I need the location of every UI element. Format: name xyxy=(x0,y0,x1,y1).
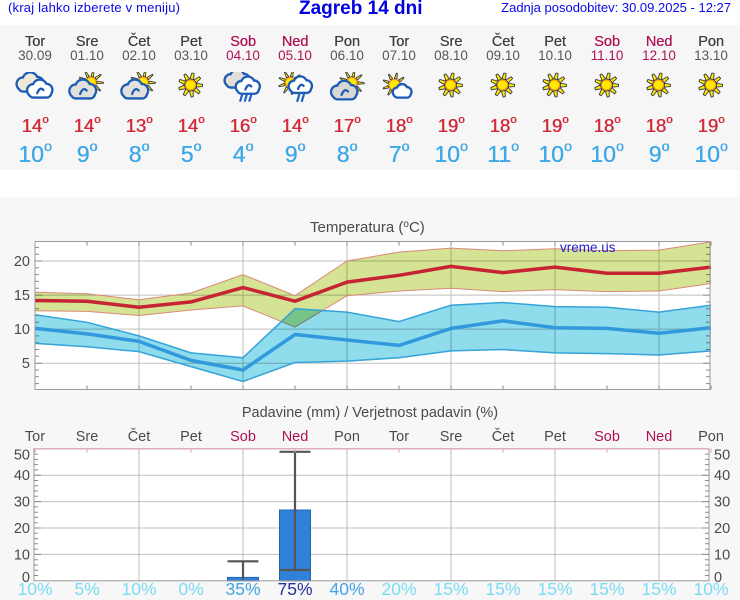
svg-text:15%: 15% xyxy=(537,579,572,599)
svg-text:10: 10 xyxy=(714,547,730,563)
svg-text:Padavine (mm) / Verjetnost pad: Padavine (mm) / Verjetnost padavin (%) xyxy=(242,405,498,421)
svg-text:35%: 35% xyxy=(225,579,260,599)
svg-text:10%: 10% xyxy=(17,579,52,599)
svg-text:20: 20 xyxy=(714,521,730,537)
svg-text:5: 5 xyxy=(22,356,30,372)
svg-text:15: 15 xyxy=(14,288,30,304)
svg-text:30: 30 xyxy=(14,495,30,511)
svg-text:15%: 15% xyxy=(589,579,624,599)
svg-text:50: 50 xyxy=(714,447,730,463)
svg-text:20: 20 xyxy=(14,521,30,537)
svg-text:30: 30 xyxy=(714,495,730,511)
svg-text:Sre: Sre xyxy=(76,429,99,445)
svg-text:50: 50 xyxy=(14,447,30,463)
svg-text:Tor: Tor xyxy=(25,429,45,445)
svg-text:Sob: Sob xyxy=(230,429,256,445)
svg-text:Čet: Čet xyxy=(492,428,515,445)
svg-text:15%: 15% xyxy=(433,579,468,599)
svg-text:Pon: Pon xyxy=(698,429,724,445)
svg-text:Pet: Pet xyxy=(180,429,202,445)
svg-text:Pon: Pon xyxy=(334,429,360,445)
svg-text:vreme.us: vreme.us xyxy=(560,240,616,255)
svg-text:40: 40 xyxy=(14,468,30,484)
svg-text:40%: 40% xyxy=(329,579,364,599)
svg-text:20%: 20% xyxy=(381,579,416,599)
svg-text:10: 10 xyxy=(14,322,30,338)
svg-text:40: 40 xyxy=(714,468,730,484)
svg-text:20: 20 xyxy=(14,254,30,270)
svg-text:Sob: Sob xyxy=(594,429,620,445)
svg-text:Ned: Ned xyxy=(282,429,309,445)
svg-text:0: 0 xyxy=(22,570,30,586)
svg-text:0: 0 xyxy=(714,570,722,586)
svg-text:15%: 15% xyxy=(641,579,676,599)
svg-text:0%: 0% xyxy=(178,579,203,599)
svg-text:Sre: Sre xyxy=(440,429,463,445)
svg-text:Čet: Čet xyxy=(128,428,151,445)
svg-text:Temperatura (oC): Temperatura (oC) xyxy=(310,219,425,236)
svg-text:10%: 10% xyxy=(693,579,728,599)
svg-text:10%: 10% xyxy=(121,579,156,599)
svg-text:10: 10 xyxy=(14,547,30,563)
svg-text:75%: 75% xyxy=(277,579,312,599)
svg-text:Ned: Ned xyxy=(646,429,673,445)
svg-text:Tor: Tor xyxy=(389,429,409,445)
svg-text:Pet: Pet xyxy=(544,429,566,445)
svg-text:5%: 5% xyxy=(74,579,99,599)
svg-text:15%: 15% xyxy=(485,579,520,599)
